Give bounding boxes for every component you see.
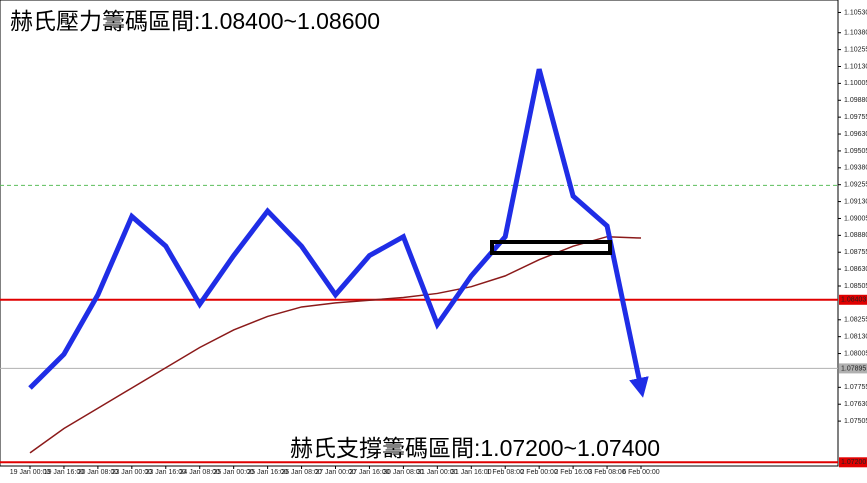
x-tick-label: 2 Feb 00:00 bbox=[520, 469, 557, 476]
x-tick-label: 1 Feb 08:00 bbox=[487, 469, 524, 476]
x-tick-label: 2 Feb 16:00 bbox=[554, 469, 591, 476]
x-tick-label: 23 Jan 16:00 bbox=[146, 469, 187, 476]
y-tick-label: 1.08755 bbox=[844, 249, 867, 256]
x-tick-label: 24 Jan 08:00 bbox=[179, 469, 220, 476]
x-tick-label: 19 Jan 00:00 bbox=[10, 469, 51, 476]
y-tick-label: 1.09380 bbox=[844, 165, 867, 172]
x-tick-label: 19 Jan 16:00 bbox=[44, 469, 85, 476]
y-tick-label: 1.09505 bbox=[844, 148, 867, 155]
y-tick-label: 1.08505 bbox=[844, 283, 867, 290]
x-tick-label: 31 Jan 00:00 bbox=[417, 469, 458, 476]
y-tick-label: 1.10130 bbox=[844, 63, 867, 70]
y-tick-label: 1.10255 bbox=[844, 46, 867, 53]
x-tick-label: 6 Feb 00:00 bbox=[622, 469, 659, 476]
support-title: 赫氏支撐籌碼區間:1.07200~1.07400 bbox=[290, 435, 660, 461]
x-tick-label: 25 Jan 00:00 bbox=[213, 469, 254, 476]
y-tick-label: 1.09255 bbox=[844, 182, 867, 189]
y-tick-label: 1.08255 bbox=[844, 317, 867, 324]
price-level-tag bbox=[839, 363, 867, 374]
x-tick-label: 20 Jan 08:00 bbox=[78, 469, 119, 476]
y-tick-label: 1.07630 bbox=[844, 401, 867, 408]
y-tick-label: 1.10380 bbox=[844, 30, 867, 37]
y-tick-label: 1.08005 bbox=[844, 350, 867, 357]
price-level-tag bbox=[839, 457, 867, 468]
y-tick-label: 1.09630 bbox=[844, 131, 867, 138]
x-tick-label: 27 Jan 00:00 bbox=[315, 469, 356, 476]
y-tick-label: 1.08630 bbox=[844, 266, 867, 273]
y-tick-label: 1.07755 bbox=[844, 384, 867, 391]
y-tick-label: 1.09130 bbox=[844, 198, 867, 205]
x-tick-label: 31 Jan 16:00 bbox=[451, 469, 492, 476]
range-box bbox=[490, 240, 612, 255]
price-level-label: 1.08403 bbox=[841, 297, 866, 304]
price-level-label: 1.07895 bbox=[841, 365, 866, 372]
y-tick-label: 1.09755 bbox=[844, 114, 867, 121]
x-tick-label: 27 Jan 16:00 bbox=[349, 469, 390, 476]
resistance-title: 赫氏壓力籌碼區間:1.08400~1.08600 bbox=[10, 8, 380, 34]
moving-average bbox=[29, 235, 642, 454]
trend-arrow bbox=[28, 68, 649, 398]
y-tick-label: 1.10005 bbox=[844, 80, 867, 87]
x-tick-label: 23 Jan 00:00 bbox=[112, 469, 153, 476]
x-tick-label: 25 Jan 16:00 bbox=[247, 469, 288, 476]
price-level-tag bbox=[839, 294, 867, 305]
y-tick-label: 1.08130 bbox=[844, 334, 867, 341]
x-tick-label: 30 Jan 08:00 bbox=[383, 469, 424, 476]
plot-frame bbox=[0, 0, 839, 467]
price-level-label: 1.07200 bbox=[841, 459, 866, 466]
x-tick-label: 26 Jan 08:00 bbox=[281, 469, 322, 476]
y-tick-label: 1.10530 bbox=[844, 9, 867, 16]
y-tick-label: 1.07505 bbox=[844, 418, 867, 425]
x-tick-label: 3 Feb 08:00 bbox=[588, 469, 625, 476]
y-tick-label: 1.09880 bbox=[844, 97, 867, 104]
y-tick-label: 1.09005 bbox=[844, 215, 867, 222]
y-tick-label: 1.08880 bbox=[844, 232, 867, 239]
